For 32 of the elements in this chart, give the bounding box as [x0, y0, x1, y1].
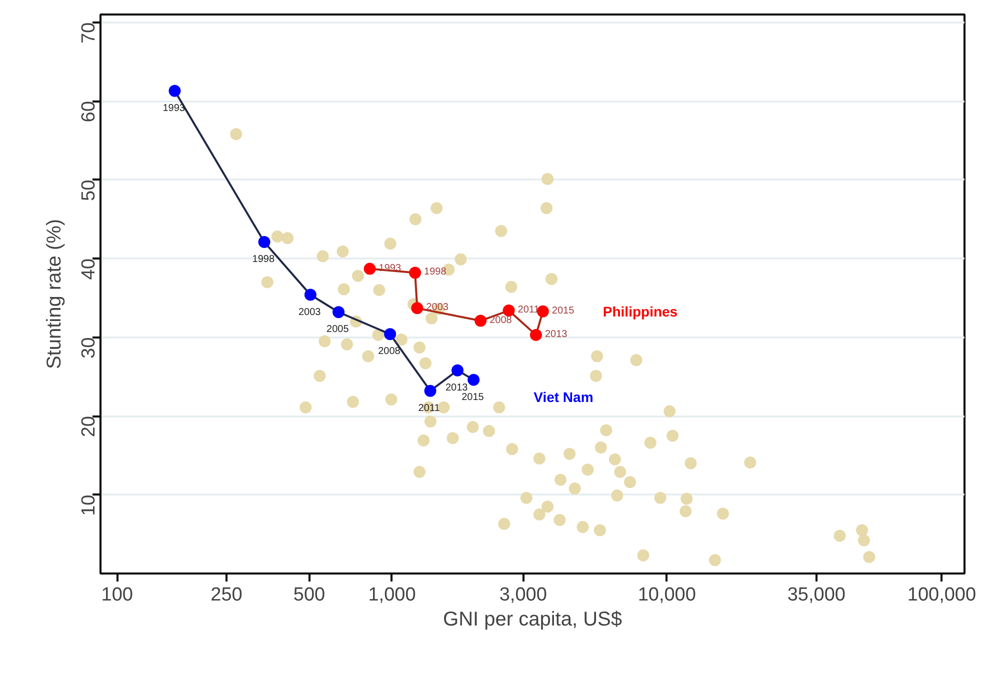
annotation: 2005 — [326, 324, 350, 336]
y-tick-label: 40 — [78, 258, 100, 280]
y-tick-label: 50 — [78, 180, 100, 201]
y-axis-title: Stunting rate (%) — [44, 218, 66, 370]
annotation: 2013 — [446, 382, 468, 394]
x-axis-title: GNI per capita, US$ — [443, 608, 622, 630]
y-tick-label: 70 — [78, 22, 100, 44]
y-tick-label: 60 — [78, 101, 100, 122]
annotation: 2015 — [552, 305, 575, 316]
annotation: 2003 — [298, 306, 322, 318]
annotation: 2003 — [426, 302, 449, 314]
x-tick-label: 3,000 — [499, 584, 547, 606]
text: Philippines — [602, 303, 678, 320]
annotation: 2013 — [544, 328, 568, 340]
x-tick-label: 1,000 — [368, 584, 416, 606]
x-tick-label: 35,000 — [787, 584, 846, 606]
x-tick-label: 500 — [293, 584, 326, 606]
text: Viet Nam — [534, 388, 594, 405]
annotation: 1998 — [424, 266, 447, 278]
annotation: 1993 — [162, 102, 186, 114]
x-tick-label: 250 — [210, 584, 242, 606]
annotation: 2011 — [418, 402, 440, 414]
y-tick-label: 20 — [78, 416, 100, 438]
x-tick-label: 100,000 — [907, 584, 976, 606]
annotation: 2008 — [490, 314, 512, 326]
annotation: 1998 — [252, 254, 275, 266]
annotation: 2008 — [378, 346, 401, 358]
y-tick-label: 30 — [78, 337, 100, 358]
x-tick-label: 10,000 — [638, 584, 696, 606]
annotation: 2015 — [462, 392, 484, 403]
y-tick-label: 10 — [78, 494, 100, 516]
x-tick-label: 100 — [101, 584, 133, 606]
